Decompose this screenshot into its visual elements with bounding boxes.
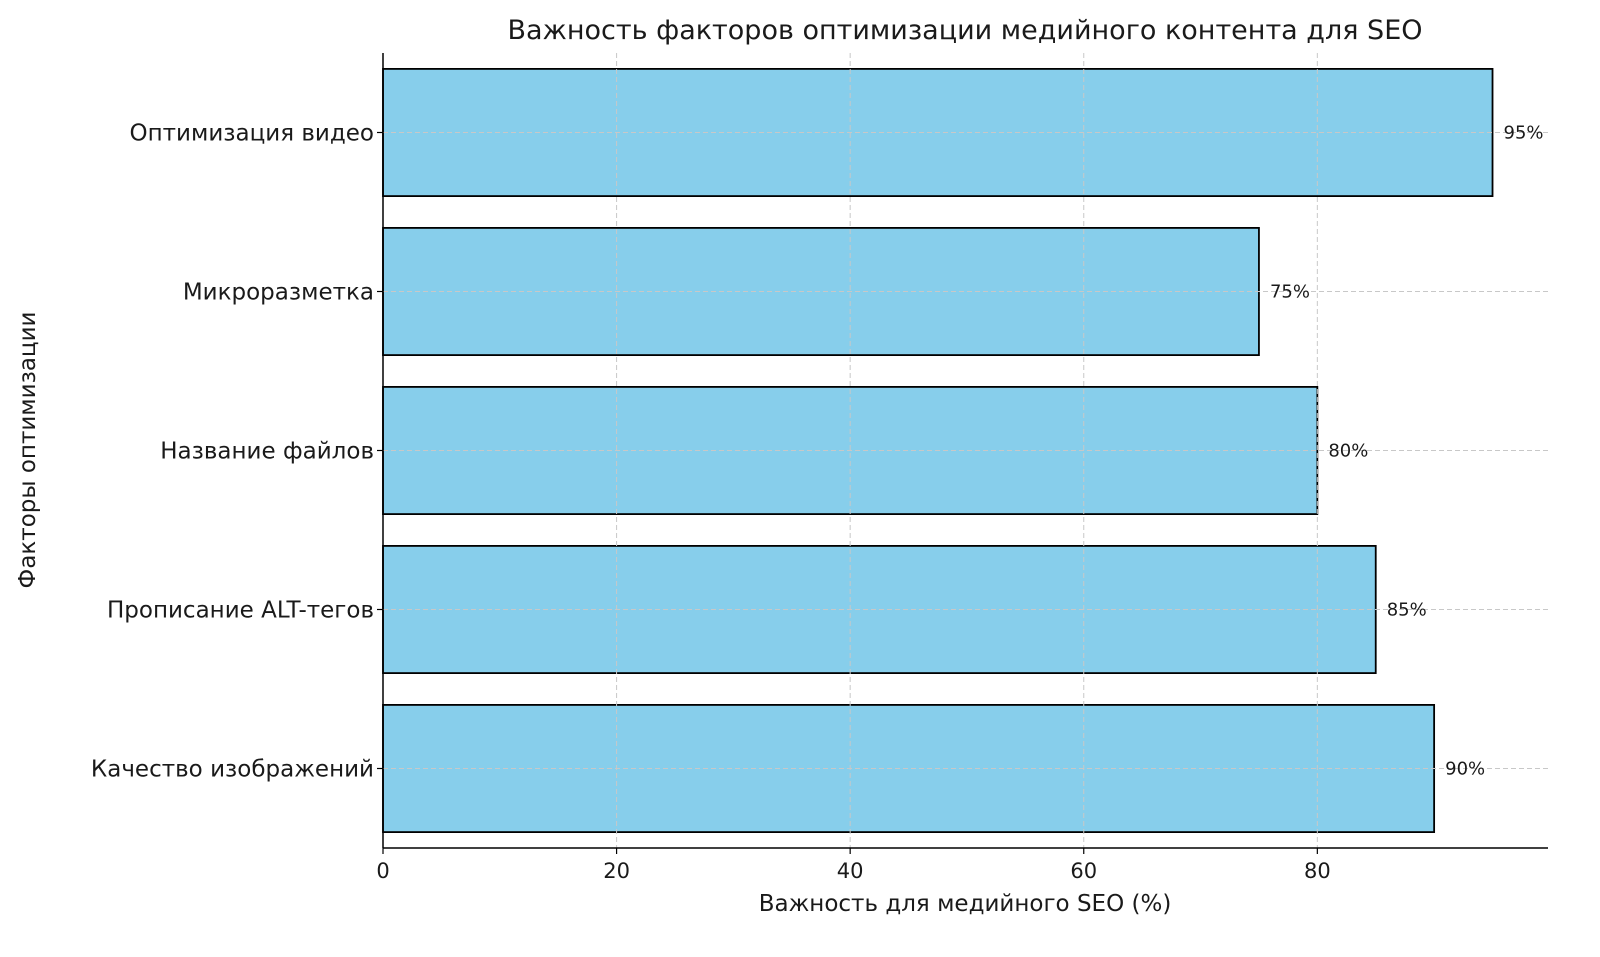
y-tick-label: Микроразметка xyxy=(183,280,374,306)
data-label: 75% xyxy=(1270,282,1310,303)
y-tick-label: Оптимизация видео xyxy=(130,121,375,147)
data-label: 90% xyxy=(1445,759,1485,780)
y-tick-label: Прописание ALT-тегов xyxy=(107,598,374,624)
data-label: 95% xyxy=(1504,123,1544,144)
x-tick-label: 20 xyxy=(603,859,630,883)
x-tick-label: 0 xyxy=(376,859,389,883)
x-tick-label: 60 xyxy=(1070,859,1097,883)
x-axis-label: Важность для медийного SEO (%) xyxy=(759,891,1172,917)
chart-title: Важность факторов оптимизации медийного … xyxy=(507,15,1422,46)
bar xyxy=(382,704,1436,834)
x-tick-label: 80 xyxy=(1304,859,1331,883)
data-label: 85% xyxy=(1387,600,1427,621)
data-label: 80% xyxy=(1328,441,1368,462)
y-tick-label: Качество изображений xyxy=(91,757,374,783)
x-tick-label: 40 xyxy=(837,859,864,883)
y-axis-label: Факторы оптимизации xyxy=(15,312,41,589)
y-tick-label: Название файлов xyxy=(160,439,374,465)
